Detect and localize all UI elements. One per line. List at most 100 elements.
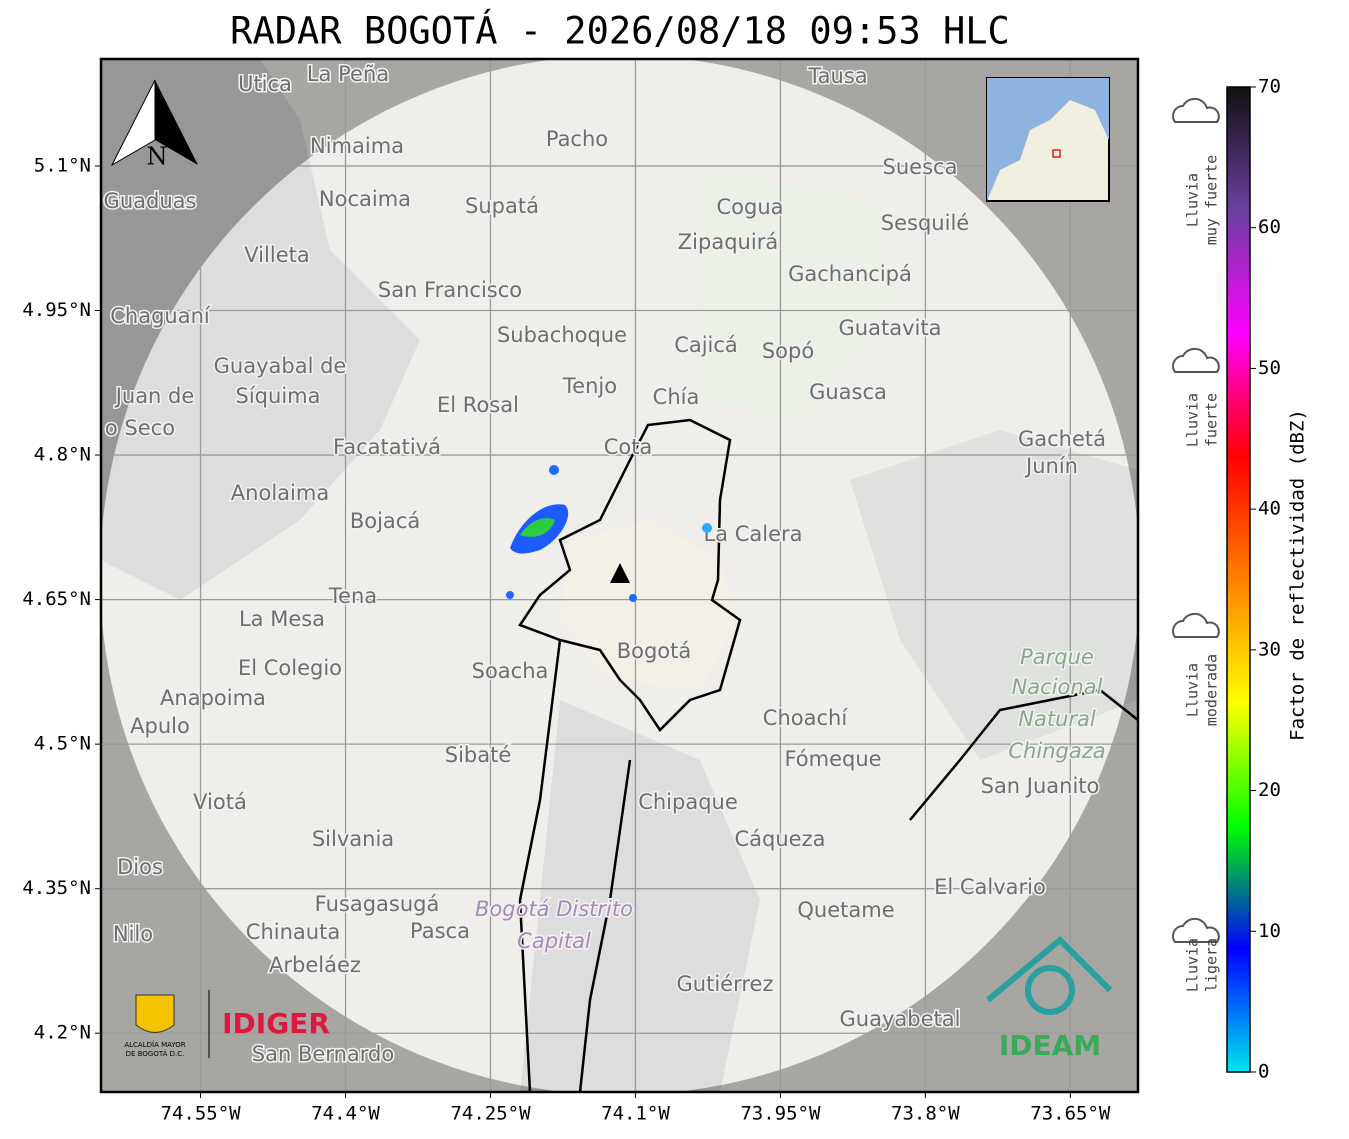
place-name: Chaguaní — [110, 304, 211, 328]
y-tick-label: 4.95°N — [22, 299, 91, 321]
place-name: Sesquilé — [881, 211, 969, 235]
radar-echoes — [506, 465, 712, 602]
place-name: La Mesa — [239, 607, 325, 631]
colorbar — [1226, 86, 1251, 1073]
place-name: Bogotá — [617, 639, 692, 663]
place-name: Gutiérrez — [677, 972, 774, 996]
place-name: Viotá — [193, 790, 247, 814]
alcaldia-logo: ALCALDÍA MAYOR DE BOGOTÁ D.C. — [124, 990, 210, 1058]
colorbar-tick-label: 70 — [1258, 76, 1281, 98]
x-tick-label: 74.25°W — [450, 1103, 531, 1125]
place-name: Pasca — [410, 919, 470, 943]
x-tick-label: 74.4°W — [311, 1103, 380, 1125]
legend-label: Lluvia — [1184, 663, 1202, 717]
place-name: Sopó — [762, 339, 814, 363]
place-name: Nilo — [113, 922, 153, 946]
place-name: San Juanito — [981, 774, 1100, 798]
place-name: Villeta — [244, 243, 309, 267]
place-name: Chinauta — [246, 920, 340, 944]
place-name: o Seco — [105, 416, 175, 440]
place-name: Soacha — [472, 659, 549, 683]
legend-item: Lluvia fuerte — [1172, 347, 1221, 447]
place-name: Dios — [117, 855, 163, 879]
place-name: Facatativá — [333, 435, 441, 459]
place-name: Fómeque — [784, 747, 881, 771]
place-name: Tausa — [807, 64, 867, 88]
place-name: Nimaima — [310, 134, 404, 158]
idiger-logo: IDIGER — [222, 1007, 330, 1040]
logo-text: DE BOGOTÁ D.C. — [126, 1049, 185, 1058]
place-name: Junín — [1024, 454, 1078, 478]
legend-item: Lluvia moderada — [1172, 612, 1221, 726]
legend-label: muy fuerte — [1203, 155, 1221, 245]
legend-label: Lluvia — [1184, 938, 1202, 992]
north-label: N — [147, 143, 168, 171]
place-name: Guasca — [809, 380, 887, 404]
place-name: Juan de — [114, 384, 195, 408]
place-name: Bojacá — [350, 509, 420, 533]
place-name: Quetame — [797, 898, 894, 922]
colorbar-tick-label: 30 — [1258, 638, 1281, 660]
place-name: Arbeláez — [269, 953, 361, 977]
legend-item: Lluvia ligera — [1172, 917, 1221, 992]
x-tick-label: 74.55°W — [161, 1103, 242, 1125]
inset-map — [986, 77, 1110, 202]
legend-label: fuerte — [1203, 393, 1221, 447]
place-name: Utica — [238, 72, 292, 96]
place-name: San Bernardo — [252, 1042, 394, 1066]
place-name: Gachancipá — [788, 262, 912, 286]
place-name: Tena — [328, 584, 377, 608]
place-name: Guayabetal — [840, 1007, 961, 1031]
logo-text: ALCALDÍA MAYOR — [124, 1040, 185, 1049]
place-name: Nocaima — [319, 187, 411, 211]
y-tick-label: 4.5°N — [34, 733, 91, 755]
map-frame — [99, 57, 1140, 1094]
place-name: Nacional — [1012, 675, 1103, 699]
y-tick-label: 4.65°N — [22, 588, 91, 610]
place-name: Guaduas — [104, 189, 197, 213]
colorbar-tick-label: 10 — [1258, 920, 1281, 942]
weather-icon — [1172, 612, 1220, 638]
ideam-logo: IDEAM — [986, 935, 1113, 1062]
terrain — [700, 170, 900, 420]
place-name: Síquima — [236, 384, 321, 408]
colorbar-label: Factor de reflectividad (dBZ) — [1287, 409, 1309, 741]
weather-icon — [1172, 917, 1220, 943]
place-name: Guatavita — [839, 316, 942, 340]
place-name: Fusagasugá — [315, 892, 440, 916]
boundary — [518, 639, 1138, 1092]
place-name: Gachetá — [1018, 427, 1106, 451]
colorbar-tick-label: 20 — [1258, 779, 1281, 801]
colorbar-tick-label: 50 — [1258, 357, 1281, 379]
place-name: San Francisco — [378, 278, 522, 302]
place-name: Parque — [1020, 645, 1094, 669]
place-name: Supatá — [465, 194, 539, 218]
place-name: Bogotá Distrito — [475, 897, 633, 921]
legend-item: Lluvia muy fuerte — [1172, 97, 1221, 245]
place-name: Choachí — [763, 706, 849, 730]
place-name: El Rosal — [437, 393, 519, 417]
north-arrow: N — [110, 79, 198, 171]
title: RADAR BOGOTÁ - 2026/08/18 09:53 HLC — [230, 9, 1010, 53]
weather-icon — [1172, 97, 1220, 123]
colorbar-tick-label: 40 — [1258, 498, 1281, 520]
place-name: Guayabal de — [214, 354, 347, 378]
weather-icon — [1172, 347, 1220, 373]
place-name: Apulo — [130, 714, 190, 738]
place-name: Pacho — [546, 127, 608, 151]
place-name: Sibaté — [445, 743, 512, 767]
place-name: Capital — [517, 929, 591, 953]
x-tick-label: 73.65°W — [1030, 1103, 1111, 1125]
y-tick-label: 4.35°N — [22, 877, 91, 899]
place-name: Chingaza — [1008, 739, 1105, 763]
place-name: La Calera — [703, 522, 802, 546]
place-name: Anapoima — [160, 686, 266, 710]
colorbar-tick-label: 60 — [1258, 216, 1281, 238]
terrain — [101, 59, 420, 600]
terrain — [520, 700, 760, 1092]
place-name: La Peña — [307, 62, 389, 86]
place-name: Zipaquirá — [678, 230, 778, 254]
radar-site — [610, 563, 630, 583]
place-name: Cajicá — [674, 333, 738, 357]
